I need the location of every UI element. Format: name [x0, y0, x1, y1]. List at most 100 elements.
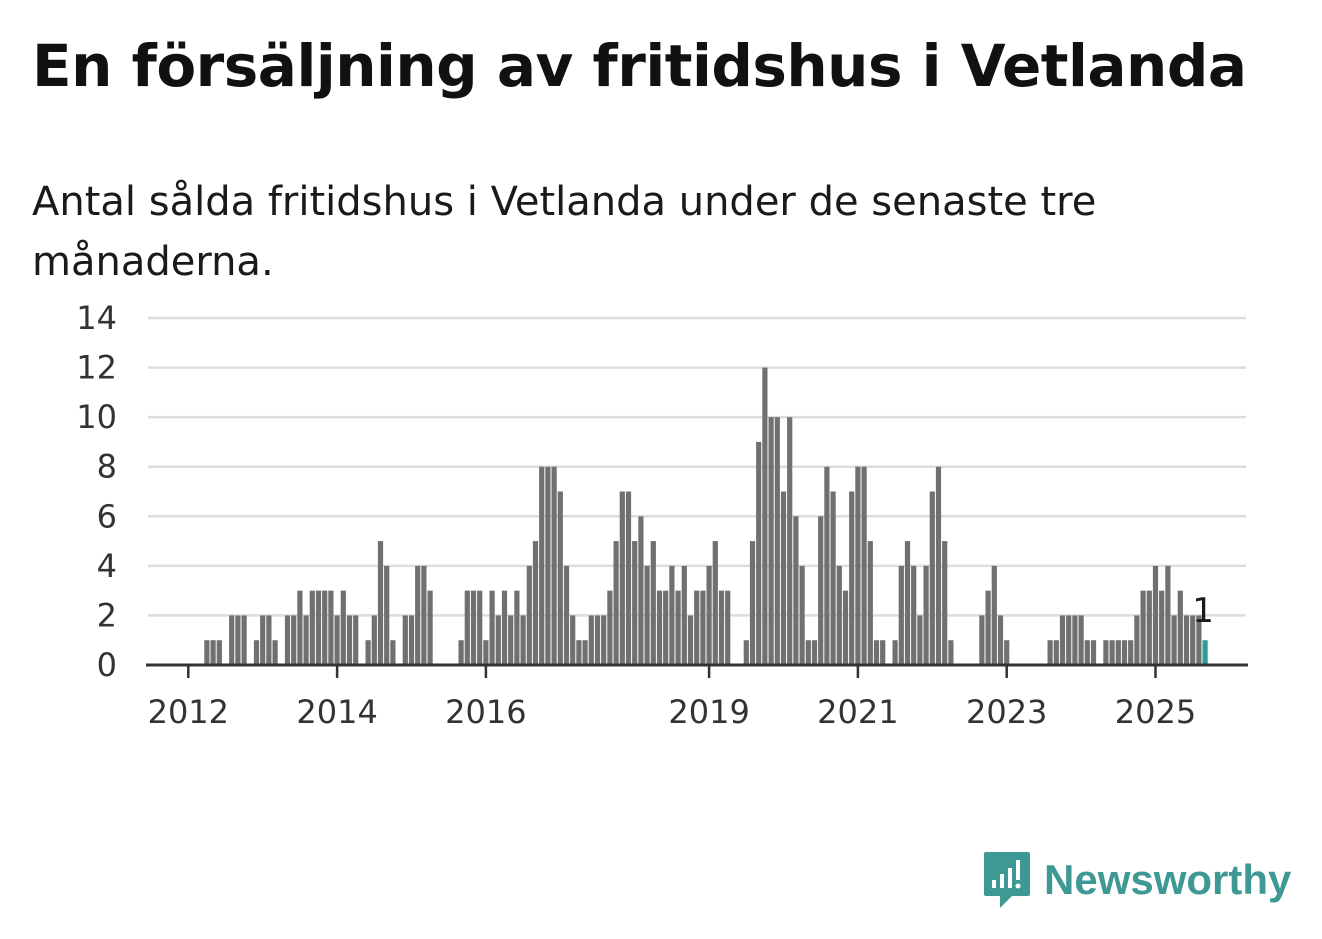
- x-tick-label: 2012: [148, 693, 229, 731]
- bar: [1196, 615, 1202, 665]
- y-tick-label: 12: [76, 349, 117, 387]
- brand-name: Newsworthy: [1044, 856, 1292, 903]
- bar: [489, 590, 495, 665]
- bar: [235, 615, 241, 665]
- y-tick-label: 2: [97, 596, 117, 634]
- bar: [979, 615, 985, 665]
- bar: [799, 565, 805, 665]
- bar: [297, 590, 303, 665]
- bar: [1047, 640, 1053, 665]
- bar: [774, 417, 780, 665]
- bar: [1115, 640, 1121, 665]
- bar: [408, 615, 415, 665]
- bar: [1066, 615, 1072, 665]
- bar: [291, 615, 297, 665]
- bar: [880, 640, 886, 665]
- bar: [675, 590, 681, 665]
- bar: [384, 565, 390, 665]
- bar: [861, 466, 867, 665]
- bar: [309, 590, 315, 665]
- bar: [663, 590, 669, 665]
- bar: [328, 590, 334, 665]
- bar: [1072, 615, 1078, 665]
- bar: [539, 466, 545, 665]
- bar: [1183, 615, 1190, 665]
- last-value-label: 1: [1192, 591, 1214, 631]
- x-tick-label: 2021: [817, 693, 898, 731]
- bar: [210, 640, 216, 665]
- bar: [272, 640, 278, 665]
- y-tick-label: 8: [97, 448, 117, 486]
- chart-title: En försäljning av fritidshus i Vetlanda: [32, 32, 1247, 100]
- bar: [911, 565, 917, 665]
- bar: [322, 590, 328, 665]
- brand: Newsworthy: [982, 850, 1291, 910]
- bar: [415, 565, 421, 665]
- annotations: 1: [1192, 591, 1214, 631]
- bar: [526, 565, 532, 665]
- bar: [762, 367, 768, 665]
- x-tick-label: 2025: [1115, 693, 1196, 731]
- bar: [1152, 565, 1159, 665]
- bar: [712, 541, 718, 665]
- bar: [830, 491, 836, 665]
- bar: [787, 417, 793, 665]
- bar: [718, 590, 725, 665]
- bar: [811, 640, 818, 665]
- bar: [1004, 640, 1010, 665]
- bar: [551, 466, 557, 665]
- bar: [514, 590, 520, 665]
- bar: [601, 615, 607, 665]
- bar: [644, 565, 650, 665]
- y-tick-label: 4: [97, 547, 117, 585]
- bar: [576, 640, 582, 665]
- bar: [508, 615, 514, 665]
- bar: [464, 590, 470, 665]
- bar: [929, 491, 935, 665]
- x-axis-ticks: 2012 2014 2016 2019 2021 2023 2025: [148, 665, 1196, 731]
- bar: [346, 615, 353, 665]
- bar: [638, 516, 644, 665]
- bar: [1121, 640, 1128, 665]
- bar: [1078, 615, 1084, 665]
- bar: [613, 541, 619, 665]
- bar: [1165, 565, 1171, 665]
- bar: [216, 640, 222, 665]
- bar: [681, 565, 687, 665]
- bar: [1090, 640, 1097, 665]
- bar: [532, 541, 539, 665]
- bar: [706, 565, 712, 665]
- bar: [340, 590, 346, 665]
- bar: [842, 590, 849, 665]
- bar: [1171, 615, 1177, 665]
- newsworthy-logo-icon: [984, 852, 1030, 908]
- bar: [520, 615, 526, 665]
- x-tick-label: 2023: [966, 693, 1047, 731]
- bar: [204, 640, 210, 665]
- bar: [353, 615, 359, 665]
- bar: [873, 640, 880, 665]
- bar: [1134, 615, 1140, 665]
- bars: [204, 367, 1208, 665]
- bar: [1140, 590, 1146, 665]
- bar: [687, 615, 694, 665]
- bar: [656, 590, 663, 665]
- bar: [1059, 615, 1066, 665]
- bar: [725, 590, 731, 665]
- bar: [923, 565, 929, 665]
- bar: [582, 640, 588, 665]
- bar: [824, 466, 830, 665]
- bar: [1103, 640, 1109, 665]
- bar: [390, 640, 396, 665]
- gridlines: [148, 316, 1246, 617]
- bar: [253, 640, 260, 665]
- bar: [780, 491, 787, 665]
- bar: [365, 640, 371, 665]
- bar: [1177, 590, 1183, 665]
- bar: [867, 541, 873, 665]
- bar: [557, 491, 563, 665]
- y-axis-ticks: 0 2 4 6 8 10 12 14: [76, 299, 117, 684]
- bar: [1128, 640, 1134, 665]
- bar: [917, 615, 923, 665]
- y-tick-label: 6: [97, 497, 117, 535]
